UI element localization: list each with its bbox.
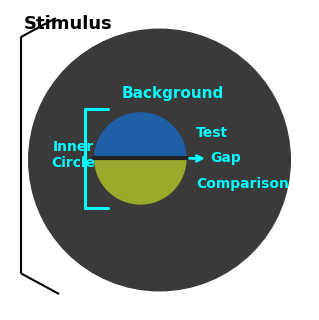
Wedge shape [94, 158, 187, 205]
Wedge shape [94, 112, 187, 158]
Text: Stimulus: Stimulus [24, 15, 113, 33]
Text: Gap: Gap [189, 151, 241, 165]
Circle shape [29, 29, 290, 291]
Text: Comparison: Comparison [196, 177, 289, 191]
Text: Test: Test [196, 126, 228, 140]
Text: Inner
Circle: Inner Circle [51, 140, 95, 170]
Text: Background: Background [121, 85, 223, 100]
